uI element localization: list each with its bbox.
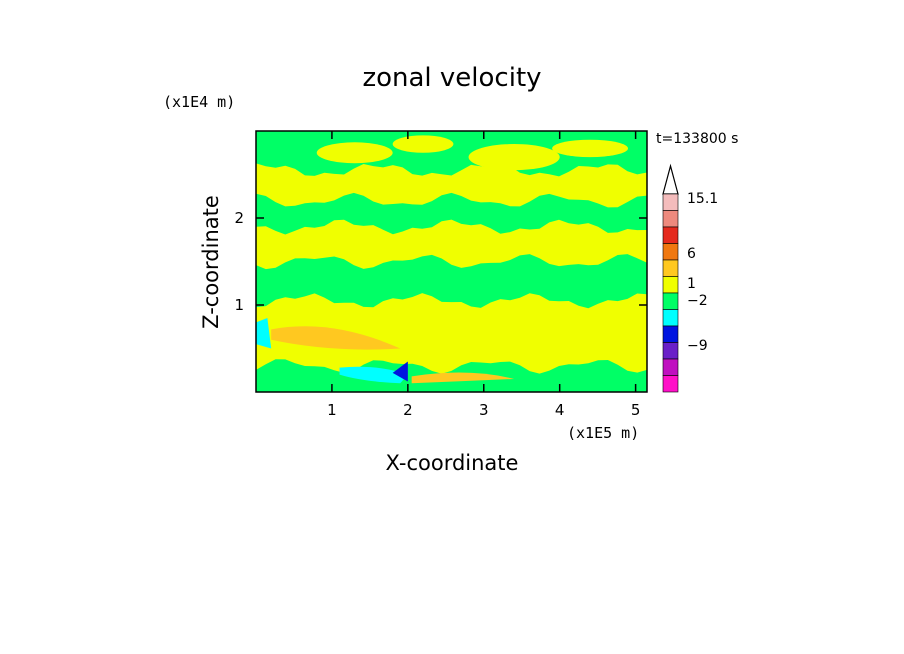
colorbar-arrow	[662, 163, 679, 195]
x-tick-label-4: 5	[631, 401, 641, 419]
yellow-band-1	[256, 163, 647, 208]
colorbar-tick-label-3: −2	[687, 293, 708, 309]
time-label: t=133800 s	[656, 131, 738, 147]
plot-frame	[255, 130, 648, 393]
colorbar-level-1	[662, 210, 679, 228]
contour-field	[256, 131, 647, 392]
colorbar: 15.1 6 1−2 −9	[662, 163, 718, 393]
orange-region	[271, 326, 401, 350]
orange-region-bottom	[411, 372, 515, 384]
cyan-region-left	[256, 318, 272, 349]
colorbar-level-6	[662, 292, 679, 310]
colorbar-level-9	[662, 342, 679, 360]
colorbar-level-5	[662, 276, 679, 294]
colorbar-tick-label-0: 15.1	[687, 191, 718, 207]
yellow-patch-3	[552, 139, 629, 158]
y-multiplier-label: (x1E4 m)	[163, 93, 235, 111]
cyan-region	[339, 366, 408, 384]
yellow-band-3	[256, 219, 647, 270]
yellow-band-5	[256, 293, 647, 374]
blue-region	[392, 361, 408, 382]
y-tick-label-1: 2	[234, 209, 244, 227]
x-axis-label: X-coordinate	[386, 451, 519, 475]
chart-title: zonal velocity	[362, 63, 541, 93]
colorbar-tick-label-4: −9	[687, 338, 708, 354]
yellow-patch-1	[392, 135, 454, 153]
yellow-patch-2	[468, 144, 560, 171]
x-tick-label-2: 3	[479, 401, 489, 419]
colorbar-tick-label-1: 6	[687, 246, 696, 262]
y-axis-label: Z-coordinate	[199, 195, 223, 329]
x-tick-label-3: 4	[555, 401, 565, 419]
y-tick-label-0: 1	[234, 296, 244, 314]
colorbar-level-7	[662, 309, 679, 327]
y-axis-ticks: 12	[234, 209, 647, 314]
colorbar-level-3	[662, 243, 679, 261]
colorbar-level-4	[662, 259, 679, 277]
colorbar-tick-label-2: 1	[687, 276, 696, 292]
colorbar-level-8	[662, 325, 679, 343]
colorbar-level-2	[662, 226, 679, 244]
yellow-patch-0	[316, 142, 393, 164]
colorbar-level-10	[662, 358, 679, 376]
x-tick-label-1: 2	[403, 401, 413, 419]
colorbar-level-0	[662, 193, 679, 211]
x-tick-label-0: 1	[327, 401, 337, 419]
x-multiplier-label: (x1E5 m)	[567, 424, 639, 442]
x-axis-ticks: 1 2 3 4 5	[327, 131, 640, 419]
colorbar-level-11	[662, 375, 679, 393]
